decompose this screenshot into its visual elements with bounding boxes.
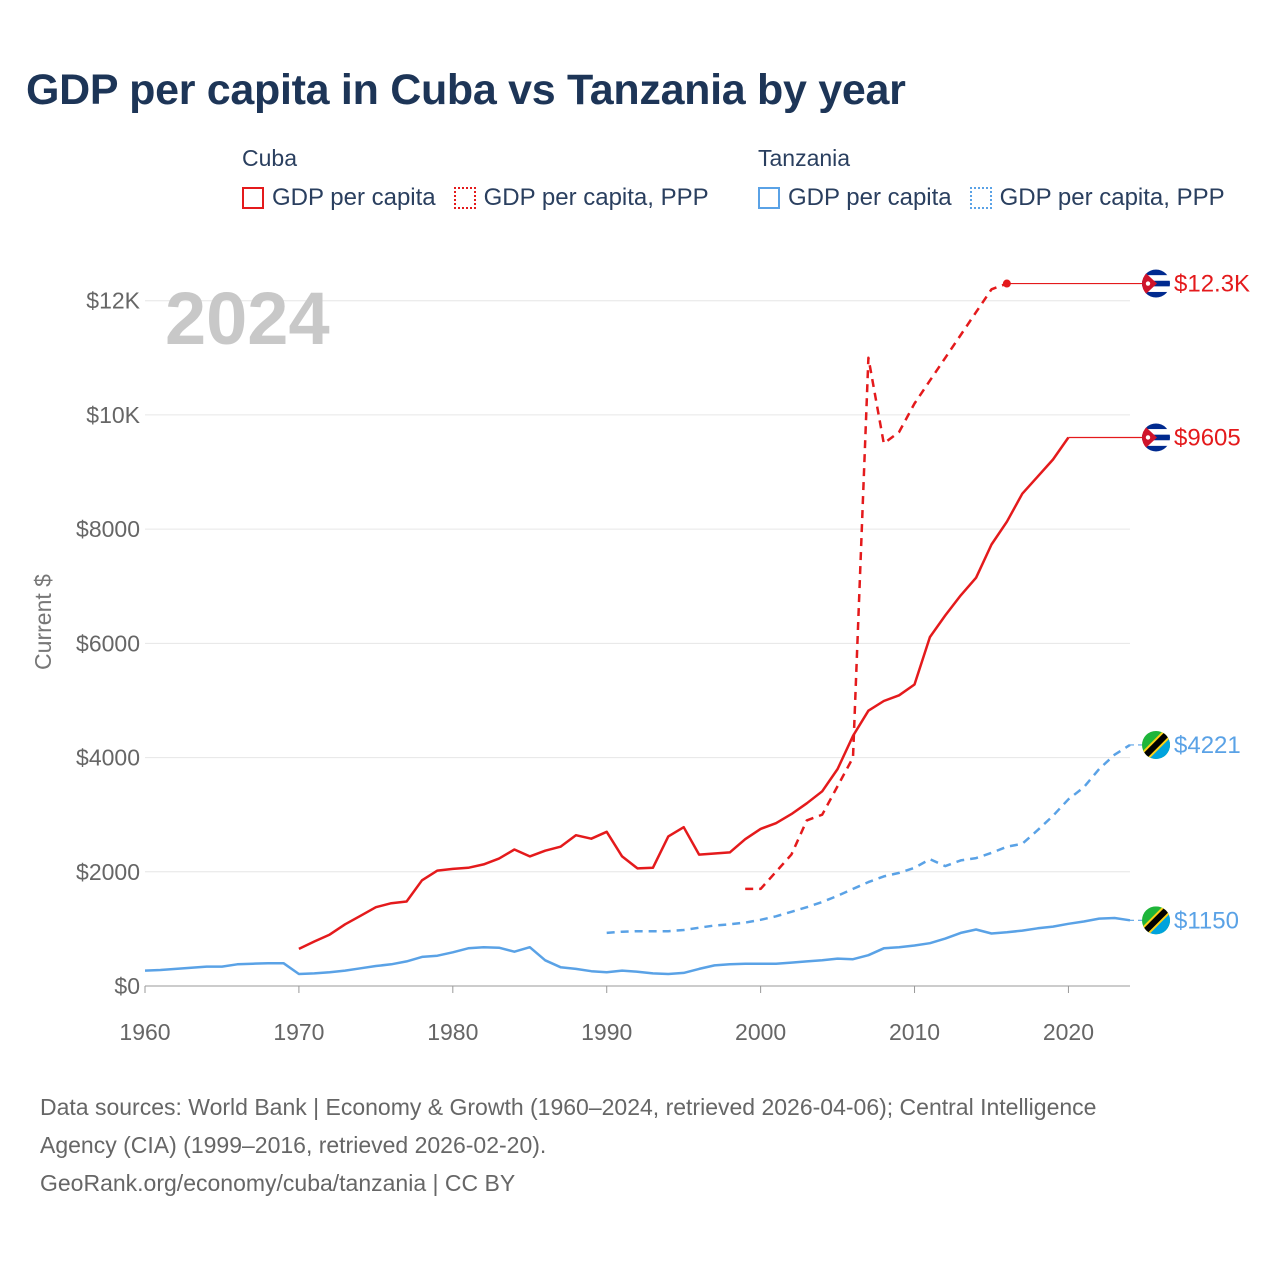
legend-group-title: Cuba [242, 145, 297, 171]
legend-label: GDP per capita [272, 184, 436, 211]
legend-label: GDP per capita [788, 184, 952, 211]
legend-label: GDP per capita, PPP [483, 184, 709, 211]
x-axis-ticks: 1960 1970 1980 1990 2000 2010 2020 [119, 985, 1130, 1045]
x-tick-label: 1960 [119, 1019, 170, 1045]
end-value-label: $12.3K [1174, 271, 1250, 298]
flag-body [1142, 269, 1170, 298]
sources-line: Data sources: World Bank | Economy & Gro… [40, 1094, 1097, 1120]
end-value-label: $9605 [1174, 424, 1241, 451]
legend-group-title: Tanzania [758, 145, 851, 171]
flag-body [1142, 730, 1170, 759]
legend-label: GDP per capita, PPP [999, 184, 1225, 211]
chart-title: GDP per capita in Cuba vs Tanzania by ye… [26, 66, 906, 114]
legend-swatch-dotted [969, 187, 992, 209]
x-tick-label: 1990 [581, 1019, 632, 1045]
line-chart: $0$2000$4000$6000$8000$10K$12K 1960 1970 1… [30, 269, 1250, 1045]
flag-stripe [1142, 445, 1170, 452]
legend-item-cuba-gdp-ppp[interactable]: GDP per capita, PPP [453, 184, 709, 212]
end-value-label: $4221 [1174, 732, 1241, 759]
tanzania-flag-icon [1142, 730, 1170, 759]
y-tick-label: $10K [86, 402, 140, 428]
legend-item-tanzania-gdp-ppp[interactable]: GDP per capita, PPP [969, 184, 1225, 212]
y-tick-label: $8000 [76, 516, 140, 542]
y-axis-ticks: $0 $2000 $4000 $6000 $8000 $10K $12K [76, 288, 141, 999]
series-line [745, 282, 1008, 891]
y-tick-label: $12K [86, 288, 140, 314]
y-axis-label: Current $ [30, 574, 56, 670]
x-tick-label: 1970 [273, 1019, 324, 1045]
year-watermark: 2024 [165, 277, 330, 360]
cuba-flag-icon [1142, 269, 1170, 298]
gridlines [145, 300, 1130, 987]
legend-group-tanzania: Tanzania GDP per capita GDP per capita, … [758, 145, 1225, 212]
legend-group-cuba: Cuba GDP per capita GDP per capita, PPP [242, 145, 709, 212]
sources-note: Data sources: World Bank | Economy & Gro… [40, 1088, 1240, 1202]
legend-item-cuba-gdp[interactable]: GDP per capita [242, 184, 436, 212]
series-line [606, 743, 1131, 935]
legend-swatch-dotted [453, 187, 476, 209]
flag-stripe [1142, 423, 1170, 430]
x-tick-label: 2000 [735, 1019, 786, 1045]
series-lines [144, 282, 1131, 976]
end-value-label: $1150 [1174, 907, 1239, 934]
sources-line: Agency (CIA) (1999–2016, retrieved 2026-… [40, 1132, 547, 1158]
legend-item-tanzania-gdp[interactable]: GDP per capita [758, 184, 952, 212]
flag-star [1145, 435, 1151, 440]
cuba-flag-icon [1142, 423, 1170, 452]
x-tick-label: 2020 [1043, 1019, 1094, 1045]
y-tick-label: $6000 [76, 630, 140, 656]
flag-stripe [1142, 269, 1170, 276]
series-line [298, 436, 1070, 951]
flag-stripe [1142, 291, 1170, 298]
sources-link[interactable]: GeoRank.org/economy/cuba/tanzania | CC B… [40, 1170, 516, 1196]
y-tick-label: $0 [114, 973, 140, 999]
end-labels: $9605 $12.3K $4221 $1150 [1002, 269, 1250, 935]
x-tick-label: 1980 [427, 1019, 478, 1045]
flag-band-black [1142, 906, 1170, 935]
flag-body [1142, 906, 1170, 935]
y-tick-label: $2000 [76, 859, 140, 885]
tanzania-flag-icon [1142, 906, 1170, 935]
y-tick-label: $4000 [76, 745, 140, 771]
x-tick-label: 2010 [889, 1019, 940, 1045]
flag-star [1145, 281, 1151, 286]
flag-band-black [1142, 730, 1170, 759]
legend-swatch-solid [242, 187, 264, 209]
series-line [144, 916, 1131, 976]
legend-swatch-solid [758, 187, 780, 209]
flag-body [1142, 423, 1170, 452]
